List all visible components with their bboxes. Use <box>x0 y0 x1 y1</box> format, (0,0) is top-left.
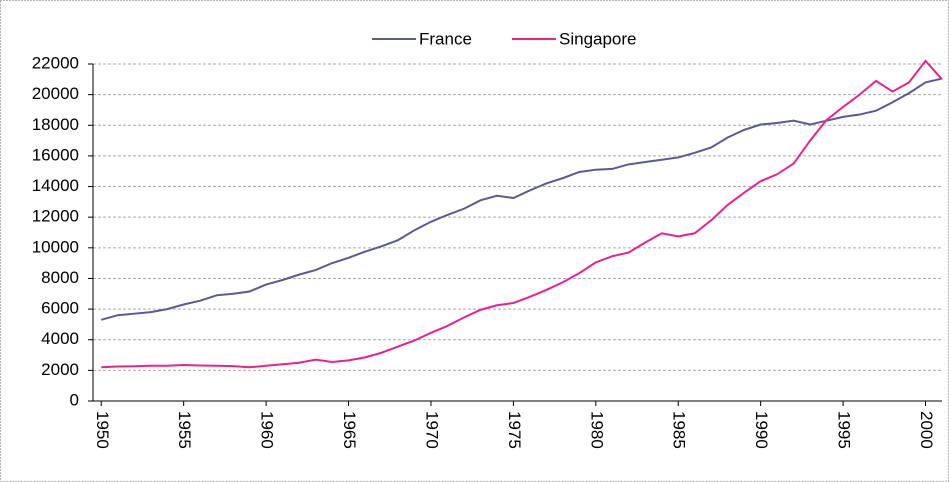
x-tick-label: 1955 <box>175 411 194 449</box>
x-tick-label: 1985 <box>670 411 689 449</box>
y-tick-label: 22000 <box>32 53 79 72</box>
y-tick-label: 0 <box>70 390 79 409</box>
y-tick-label: 10000 <box>32 237 79 256</box>
y-tick-label: 16000 <box>32 145 79 164</box>
x-tick-label: 1965 <box>340 411 359 449</box>
y-tick-label: 18000 <box>32 115 79 134</box>
x-tick-label: 1990 <box>752 411 771 449</box>
y-tick-label: 14000 <box>32 176 79 195</box>
y-tick-label: 20000 <box>32 84 79 103</box>
y-tick-label: 6000 <box>41 299 79 318</box>
legend-label: Singapore <box>559 29 637 48</box>
x-tick-label: 1970 <box>422 411 441 449</box>
y-tick-label: 2000 <box>41 360 79 379</box>
series-line <box>100 77 943 321</box>
x-tick-label: 1950 <box>93 411 112 449</box>
y-tick-label: 12000 <box>32 207 79 226</box>
x-tick-label: 1975 <box>505 411 524 449</box>
x-tick-label: 2000 <box>917 411 936 449</box>
y-tick-label: 8000 <box>41 268 79 287</box>
series-line <box>101 59 943 369</box>
x-tick-label: 1960 <box>258 411 277 449</box>
legend-label: France <box>419 29 472 48</box>
x-tick-label: 1980 <box>587 411 606 449</box>
y-tick-label: 4000 <box>41 329 79 348</box>
x-tick-label: 1995 <box>835 411 854 449</box>
